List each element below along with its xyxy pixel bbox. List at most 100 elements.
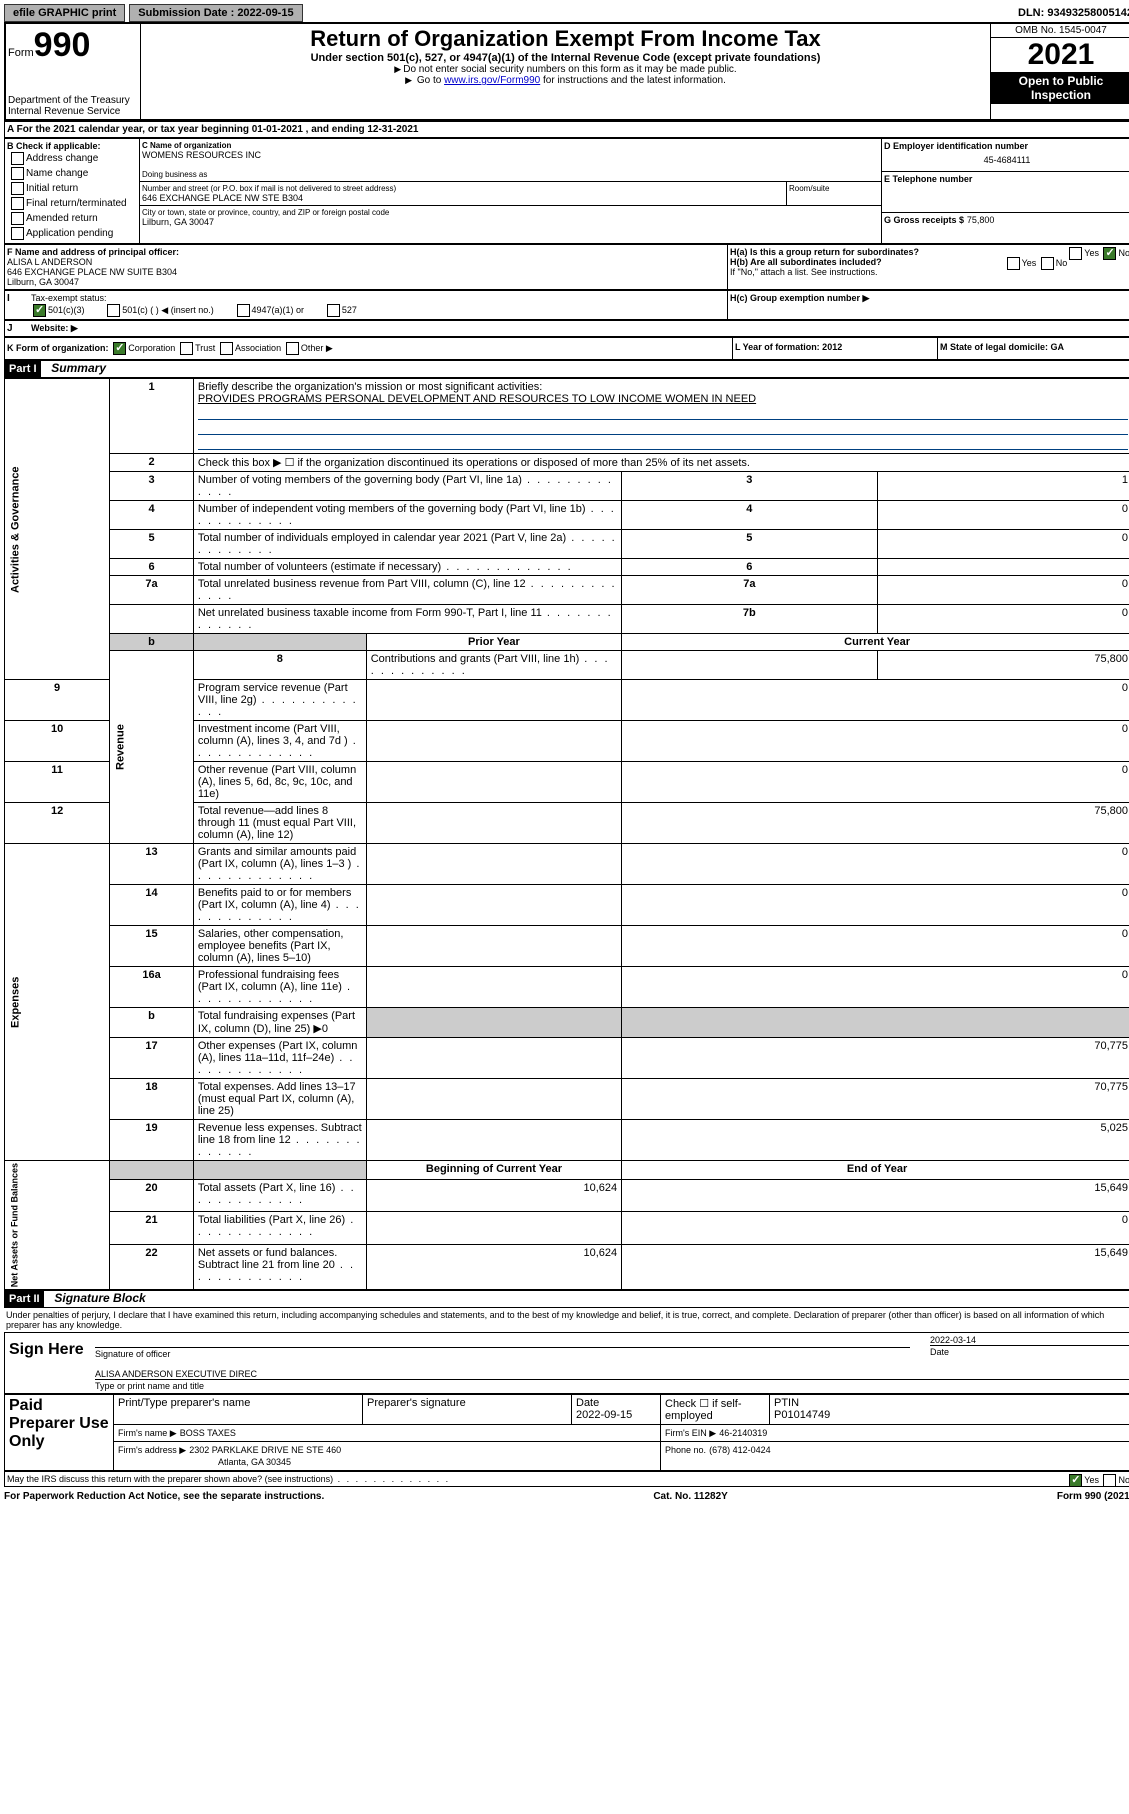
- h-b-note: If "No," attach a list. See instructions…: [730, 267, 1129, 277]
- line22-end: 15,649: [622, 1244, 1129, 1290]
- line8-value: 75,800: [877, 651, 1129, 680]
- mission-text: PROVIDES PROGRAMS PERSONAL DEVELOPMENT A…: [198, 393, 756, 405]
- line7b: Net unrelated business taxable income fr…: [193, 605, 621, 634]
- entity-block: B Check if applicable: Address change Na…: [4, 138, 1129, 244]
- line8: Contributions and grants (Part VIII, lin…: [366, 651, 621, 680]
- end-year-header: End of Year: [622, 1161, 1129, 1180]
- sign-date: 2022-03-14: [930, 1335, 1129, 1345]
- sign-here-block: Sign Here Signature of officer 2022-03-1…: [4, 1332, 1129, 1394]
- ein-value: 45-4684111: [884, 151, 1129, 169]
- line4-value: 0: [877, 501, 1129, 530]
- irs-link[interactable]: www.irs.gov/Form990: [444, 75, 540, 86]
- firm-city: Atlanta, GA 30345: [218, 1457, 291, 1467]
- penalties-text: Under penalties of perjury, I declare th…: [4, 1308, 1129, 1332]
- line7a-value: 0: [877, 576, 1129, 605]
- line21-beg: [366, 1212, 621, 1244]
- b-amended: Amended return: [7, 211, 137, 226]
- f-label: F Name and address of principal officer:: [7, 247, 725, 257]
- tax-year: 2021: [991, 38, 1129, 72]
- submission-date-button[interactable]: Submission Date : 2022-09-15: [129, 4, 302, 22]
- b-final-return: Final return/terminated: [7, 196, 137, 211]
- line6-value: [877, 559, 1129, 576]
- paid-preparer-label: Paid Preparer Use Only: [5, 1395, 114, 1471]
- summary-table: Activities & Governance 1 Briefly descri…: [4, 378, 1129, 1290]
- form-note-1: Do not enter social security numbers on …: [145, 64, 986, 75]
- form-number: Form990: [8, 26, 138, 65]
- b-label: B Check if applicable:: [7, 141, 137, 151]
- dba-label: Doing business as: [142, 170, 879, 179]
- line15: Salaries, other compensation, employee b…: [193, 926, 366, 967]
- top-bar: efile GRAPHIC print Submission Date : 20…: [4, 4, 1129, 22]
- cat-no: Cat. No. 11282Y: [653, 1491, 727, 1502]
- line14-value: 0: [622, 885, 1129, 926]
- line21: Total liabilities (Part X, line 26): [193, 1212, 366, 1244]
- form-title: Return of Organization Exempt From Incom…: [145, 26, 986, 52]
- officer-block: F Name and address of principal officer:…: [4, 244, 1129, 290]
- line4: Number of independent voting members of …: [193, 501, 621, 530]
- part-1-header: Part I Summary: [4, 360, 1129, 378]
- line19: Revenue less expenses. Subtract line 18 …: [193, 1120, 366, 1161]
- part-2-header: Part II Signature Block: [4, 1290, 1129, 1308]
- netassets-label: Net Assets or Fund Balances: [5, 1161, 110, 1290]
- c-name-label: C Name of organization: [142, 141, 879, 150]
- line19-value: 5,025: [622, 1120, 1129, 1161]
- e-label: E Telephone number: [884, 174, 1129, 184]
- line18: Total expenses. Add lines 13–17 (must eq…: [193, 1079, 366, 1120]
- line3: Number of voting members of the governin…: [193, 472, 621, 501]
- city-state-zip: Lilburn, GA 30047: [142, 217, 879, 227]
- signer-name: ALISA ANDERSON EXECUTIVE DIREC: [95, 1369, 1129, 1379]
- org-name: WOMENS RESOURCES INC: [142, 150, 879, 160]
- dept-label: Department of the Treasury Internal Reve…: [8, 95, 138, 117]
- j-label: Website: ▶: [29, 321, 1129, 336]
- efile-print-button[interactable]: efile GRAPHIC print: [4, 4, 125, 22]
- line16a: Professional fundraising fees (Part IX, …: [193, 967, 366, 1008]
- gross-receipts: 75,800: [967, 215, 995, 225]
- line3-value: 1: [877, 472, 1129, 501]
- activities-label: Activities & Governance: [5, 379, 110, 680]
- k-label: K Form of organization:: [7, 343, 109, 353]
- open-inspection: Open to Public Inspection: [991, 72, 1129, 104]
- tax-exempt-row: I Tax-exempt status: 501(c)(3) 501(c) ( …: [4, 290, 1129, 320]
- revenue-label: Revenue: [110, 651, 194, 844]
- form-note-2: Go to www.irs.gov/Form990 for instructio…: [145, 75, 986, 86]
- officer-addr: 646 EXCHANGE PLACE NW SUITE B304: [7, 267, 725, 277]
- firm-name: BOSS TAXES: [180, 1428, 236, 1438]
- line17: Other expenses (Part IX, column (A), lin…: [193, 1038, 366, 1079]
- line17-value: 70,775: [622, 1038, 1129, 1079]
- typed-name-label: Type or print name and title: [95, 1379, 1129, 1391]
- line18-value: 70,775: [622, 1079, 1129, 1120]
- line2: Check this box ▶ ☐ if the organization d…: [193, 454, 1129, 472]
- firm-ein: 46-2140319: [719, 1428, 767, 1438]
- officer-city: Lilburn, GA 30047: [7, 277, 725, 287]
- form-header: Form990 Department of the Treasury Inter…: [4, 22, 1129, 121]
- line10: Investment income (Part VIII, column (A)…: [193, 721, 366, 762]
- line20-end: 15,649: [622, 1179, 1129, 1211]
- discuss-row: May the IRS discuss this return with the…: [4, 1471, 1129, 1487]
- b-address-change: Address change: [7, 151, 137, 166]
- prior-year-header: Prior Year: [366, 634, 621, 651]
- line22-beg: 10,624: [366, 1244, 621, 1290]
- line9-value: 0: [622, 680, 1129, 721]
- officer-sig-label: Signature of officer: [95, 1347, 910, 1359]
- omb-number: OMB No. 1545-0047: [991, 24, 1129, 38]
- line22: Net assets or fund balances. Subtract li…: [193, 1244, 366, 1290]
- firm-phone: (678) 412-0424: [709, 1445, 771, 1455]
- line7a: Total unrelated business revenue from Pa…: [193, 576, 621, 605]
- line1-label: Briefly describe the organization's miss…: [198, 381, 542, 393]
- h-c: H(c) Group exemption number ▶: [730, 293, 1129, 304]
- prep-name-label: Print/Type preparer's name: [114, 1395, 363, 1425]
- expenses-label: Expenses: [5, 844, 110, 1161]
- line13: Grants and similar amounts paid (Part IX…: [193, 844, 366, 885]
- line10-value: 0: [622, 721, 1129, 762]
- b-name-change: Name change: [7, 166, 137, 181]
- ptin-value: P01014749: [774, 1409, 830, 1421]
- i-label: Tax-exempt status:: [31, 293, 107, 303]
- room-label: Room/suite: [789, 184, 879, 193]
- l-year: L Year of formation: 2012: [732, 338, 937, 359]
- m-state: M State of legal domicile: GA: [937, 338, 1129, 359]
- line16b: Total fundraising expenses (Part IX, col…: [193, 1008, 366, 1038]
- form-ref: Form 990 (2021): [1057, 1491, 1129, 1502]
- firm-address: 2302 PARKLAKE DRIVE NE STE 460: [189, 1445, 341, 1455]
- paperwork-notice: For Paperwork Reduction Act Notice, see …: [4, 1491, 324, 1502]
- line12: Total revenue—add lines 8 through 11 (mu…: [193, 803, 366, 844]
